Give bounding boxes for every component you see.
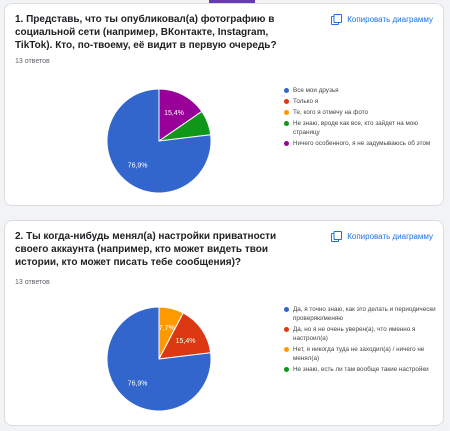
chart-legend: Все мои друзья Только я Те, кого я отмечу … bbox=[281, 86, 441, 150]
legend-label: Нет, я никогда туда не заходил(а) / ниче… bbox=[293, 346, 425, 362]
legend-item: Все мои друзья bbox=[281, 86, 441, 95]
copy-chart-label: Копировать диаграмму bbox=[347, 232, 433, 241]
legend-color-dot bbox=[284, 141, 289, 146]
legend-label: Те, кого я отмечу на фото bbox=[293, 109, 369, 116]
pie-slice bbox=[158, 88, 203, 142]
legend-color-dot bbox=[284, 327, 289, 332]
slice-data-label: 15,4% bbox=[164, 110, 184, 117]
copy-chart-button[interactable]: Копировать диаграмму bbox=[331, 231, 433, 242]
legend-color-dot bbox=[284, 121, 289, 126]
pie-slice bbox=[158, 312, 212, 360]
form-top-bar bbox=[0, 0, 450, 6]
active-tab-indicator bbox=[209, 0, 255, 3]
copy-chart-icon bbox=[331, 231, 343, 242]
slice-data-label: 76,9% bbox=[128, 381, 148, 388]
pie-chart: 7,7%15,4% 76,9% bbox=[106, 306, 212, 412]
question-title: 2. Ты когда-нибудь менял(а) настройки пр… bbox=[15, 231, 277, 268]
legend-item: Да, но я не очень уверен(а), что именно … bbox=[281, 325, 441, 343]
legend-color-dot bbox=[284, 110, 289, 115]
legend-color-dot bbox=[284, 307, 289, 312]
legend-item: Ничего особенного, я не задумываюсь об э… bbox=[281, 139, 441, 148]
pie-slice bbox=[106, 88, 212, 194]
legend-label: Только я bbox=[293, 98, 319, 105]
copy-chart-icon bbox=[331, 14, 343, 25]
pie-chart: 15,4% 76,9% bbox=[106, 88, 212, 194]
legend-item: Только я bbox=[281, 97, 441, 106]
legend-color-dot bbox=[284, 367, 289, 372]
question-title: 1. Представь, что ты опубликовал(а) фото… bbox=[15, 14, 277, 51]
response-count: 13 ответов bbox=[15, 279, 50, 286]
copy-chart-button[interactable]: Копировать диаграмму bbox=[331, 14, 433, 25]
legend-label: Да, но я не очень уверен(а), что именно … bbox=[293, 326, 416, 342]
legend-color-dot bbox=[284, 347, 289, 352]
slice-data-label: 76,9% bbox=[128, 163, 148, 170]
question-card-2: 2. Ты когда-нибудь менял(а) настройки пр… bbox=[4, 220, 444, 426]
legend-item: Нет, я никогда туда не заходил(а) / ниче… bbox=[281, 345, 441, 363]
pie-slice bbox=[106, 306, 212, 412]
legend-item: Не знаю, вроде как все, кто зайдет на мо… bbox=[281, 119, 441, 137]
legend-label: Все мои друзья bbox=[293, 87, 339, 94]
legend-label: Да, я точно знаю, как это делать и перио… bbox=[293, 306, 436, 322]
legend-item: Не знаю, есть ли там вообще такие настро… bbox=[281, 365, 441, 374]
response-count: 13 ответов bbox=[15, 58, 50, 65]
question-card-1: 1. Представь, что ты опубликовал(а) фото… bbox=[4, 3, 444, 206]
chart-legend: Да, я точно знаю, как это делать и перио… bbox=[281, 305, 441, 376]
legend-label: Ничего особенного, я не задумываюсь об э… bbox=[293, 140, 431, 147]
legend-item: Да, я точно знаю, как это делать и перио… bbox=[281, 305, 441, 323]
slice-data-label: 7,7% bbox=[159, 325, 175, 332]
copy-chart-label: Копировать диаграмму bbox=[347, 15, 433, 24]
legend-label: Не знаю, вроде как все, кто зайдет на мо… bbox=[293, 120, 419, 136]
legend-item: Те, кого я отмечу на фото bbox=[281, 108, 441, 117]
slice-data-label: 15,4% bbox=[176, 338, 196, 345]
legend-label: Не знаю, есть ли там вообще такие настро… bbox=[293, 366, 429, 373]
legend-color-dot bbox=[284, 88, 289, 93]
legend-color-dot bbox=[284, 99, 289, 104]
